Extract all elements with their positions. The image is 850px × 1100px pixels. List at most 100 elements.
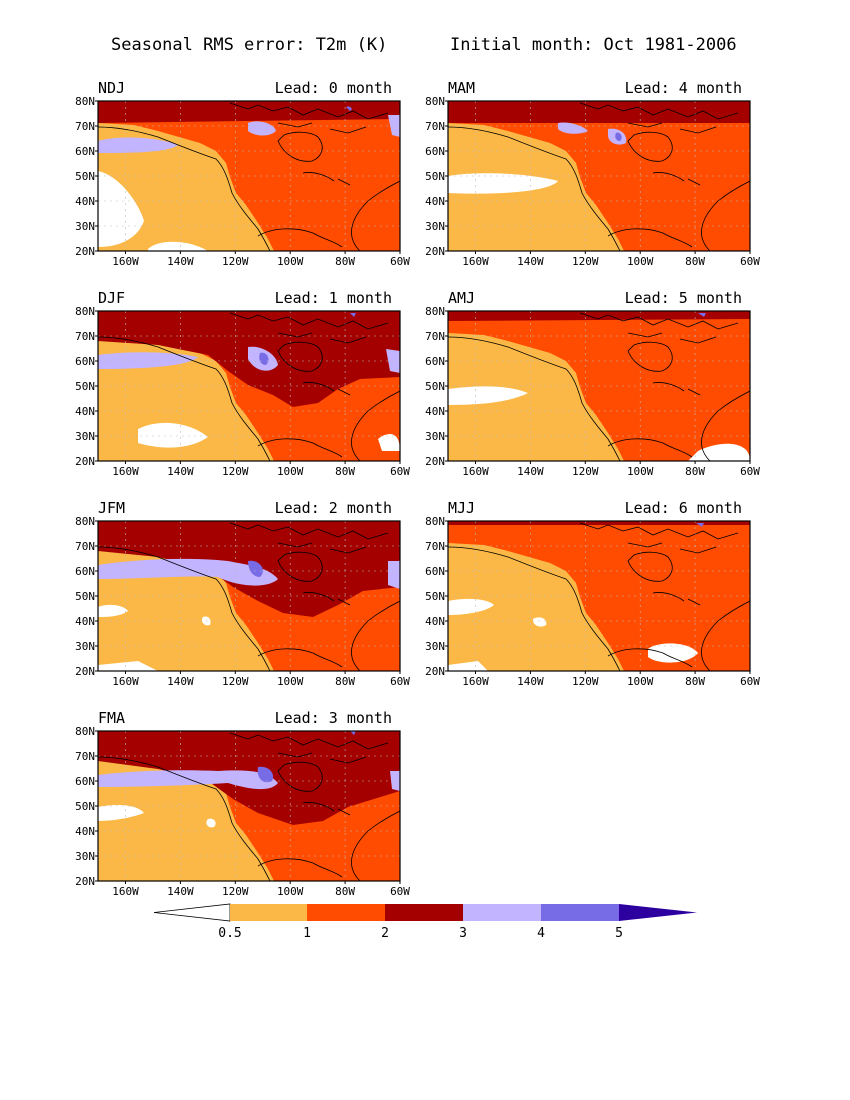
coastline xyxy=(98,756,271,881)
low-error-region xyxy=(448,173,558,194)
map-panel: MJJ Lead: 6 month 20N 30N 40N 50N 60N 70N 80N 160… xyxy=(425,499,760,688)
lat-tick-label: 40N xyxy=(425,195,445,208)
lon-tick-label: 120W xyxy=(222,255,249,268)
high-error-region xyxy=(448,521,750,525)
lat-tick-label: 70N xyxy=(75,330,95,343)
lat-tick-label: 20N xyxy=(75,875,95,888)
lat-tick-label: 50N xyxy=(75,170,95,183)
coastline xyxy=(302,802,351,816)
extreme-error-region xyxy=(259,352,269,365)
lead-label: Lead: 2 month xyxy=(275,499,392,517)
lon-tick-label: 140W xyxy=(517,465,544,478)
very-high-error-region xyxy=(248,121,276,136)
low-error-region xyxy=(648,643,698,663)
lat-tick-label: 20N xyxy=(425,665,445,678)
coastline xyxy=(277,341,323,372)
lon-tick-label: 60W xyxy=(390,885,410,898)
lon-tick-label: 140W xyxy=(167,255,194,268)
lon-tick-label: 100W xyxy=(277,465,304,478)
coastline xyxy=(98,126,271,251)
coastline xyxy=(229,522,389,554)
lead-label: Lead: 5 month xyxy=(625,289,742,307)
low-error-region xyxy=(206,818,216,828)
lon-tick-label: 80W xyxy=(685,255,705,268)
season-label: JFM xyxy=(98,499,125,517)
lon-tick-label: 140W xyxy=(517,255,544,268)
lat-tick-label: 50N xyxy=(75,590,95,603)
coastline xyxy=(257,228,343,248)
very-high-error-region xyxy=(98,137,178,153)
lon-tick-label: 160W xyxy=(462,465,489,478)
lead-label: Lead: 3 month xyxy=(275,709,392,727)
lat-tick-label: 40N xyxy=(425,615,445,628)
lat-tick-label: 70N xyxy=(425,120,445,133)
coastline xyxy=(652,172,701,186)
coastline xyxy=(701,600,750,671)
lat-tick-label: 40N xyxy=(75,615,95,628)
lat-tick-label: 20N xyxy=(75,455,95,468)
lead-label: Lead: 4 month xyxy=(625,79,742,97)
coastline xyxy=(277,131,323,162)
lat-tick-label: 50N xyxy=(75,380,95,393)
map-panel: FMA Lead: 3 month 20N 30N 40N 50N 60N 70N 80N 160… xyxy=(75,709,410,898)
low-error-region xyxy=(448,386,528,405)
lat-tick-label: 80N xyxy=(425,305,445,318)
lead-label: Lead: 1 month xyxy=(275,289,392,307)
extreme-error-region xyxy=(257,766,274,783)
lat-tick-label: 80N xyxy=(425,95,445,108)
coastline xyxy=(351,390,400,461)
coastline xyxy=(607,438,693,458)
map-panel: JFM Lead: 2 month 20N 30N 40N 50N 60N 70N 80N 160… xyxy=(75,499,410,688)
coastline xyxy=(579,312,739,344)
season-label: FMA xyxy=(98,709,125,727)
lat-tick-label: 60N xyxy=(425,145,445,158)
coastline xyxy=(652,592,701,606)
coastline xyxy=(448,546,621,671)
coastline xyxy=(351,600,400,671)
extreme-error-region xyxy=(696,523,704,527)
low-error-region xyxy=(138,422,208,448)
lon-tick-label: 100W xyxy=(627,255,654,268)
lat-tick-label: 80N xyxy=(75,95,95,108)
lat-tick-label: 30N xyxy=(425,220,445,233)
lon-tick-label: 160W xyxy=(112,465,139,478)
lat-tick-label: 50N xyxy=(425,380,445,393)
lat-tick-label: 30N xyxy=(75,430,95,443)
lon-tick-label: 160W xyxy=(112,255,139,268)
coastline xyxy=(257,438,343,458)
coastline xyxy=(277,551,323,582)
lat-tick-label: 60N xyxy=(75,775,95,788)
lead-label: Lead: 0 month xyxy=(275,79,392,97)
lat-tick-label: 60N xyxy=(425,565,445,578)
lon-tick-label: 60W xyxy=(740,675,760,688)
lon-tick-label: 160W xyxy=(462,255,489,268)
lat-tick-label: 80N xyxy=(75,725,95,738)
lat-tick-label: 30N xyxy=(425,640,445,653)
lon-tick-label: 80W xyxy=(335,465,355,478)
very-high-error-region xyxy=(388,561,400,589)
coastline xyxy=(257,858,343,878)
lon-tick-label: 160W xyxy=(462,675,489,688)
lon-tick-label: 100W xyxy=(277,675,304,688)
season-label: MAM xyxy=(448,79,475,97)
coastline xyxy=(652,382,701,396)
season-label: AMJ xyxy=(448,289,475,307)
season-label: MJJ xyxy=(448,499,475,517)
very-high-error-region xyxy=(98,352,198,369)
high-error-region xyxy=(448,101,750,123)
lon-tick-label: 120W xyxy=(222,885,249,898)
lat-tick-label: 60N xyxy=(425,355,445,368)
lon-tick-label: 80W xyxy=(685,465,705,478)
map-panel: NDJ Lead: 0 month 20N 30N 40N 50N 60N 70N 80N 160… xyxy=(75,79,410,268)
lat-tick-label: 20N xyxy=(425,245,445,258)
coastline xyxy=(302,382,351,396)
lat-tick-label: 40N xyxy=(75,195,95,208)
coastline xyxy=(607,228,693,248)
low-error-region xyxy=(532,617,547,627)
lon-tick-label: 100W xyxy=(277,255,304,268)
coastline xyxy=(351,810,400,881)
extreme-error-region xyxy=(346,106,352,111)
lat-tick-label: 30N xyxy=(75,640,95,653)
lat-tick-label: 60N xyxy=(75,355,95,368)
lon-tick-label: 60W xyxy=(740,465,760,478)
